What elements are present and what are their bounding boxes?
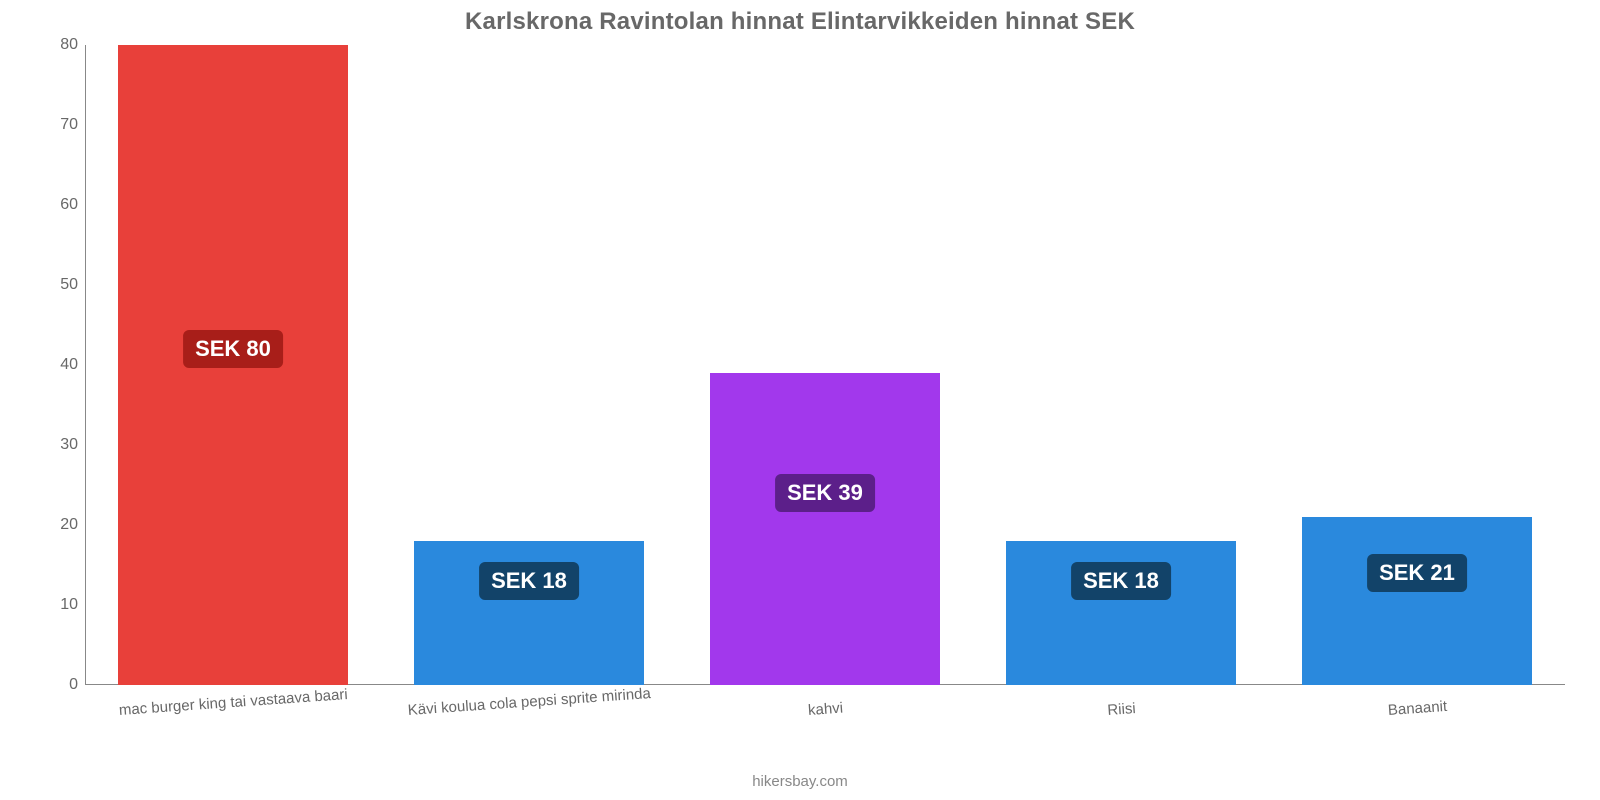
y-tick-label: 0 [30, 676, 78, 694]
y-tick-label: 80 [30, 36, 78, 54]
credit-text: hikersbay.com [0, 773, 1600, 790]
x-tick-label: Kävi koulua cola pepsi sprite mirinda [407, 685, 651, 719]
bar-value-label: SEK 18 [479, 562, 579, 600]
x-tick-label: mac burger king tai vastaava baari [118, 686, 348, 719]
x-tick-label: kahvi [807, 700, 843, 719]
bar-value-label: SEK 18 [1071, 562, 1171, 600]
y-tick-label: 70 [30, 116, 78, 134]
y-tick-label: 60 [30, 196, 78, 214]
y-tick-label: 30 [30, 436, 78, 454]
bar-value-label: SEK 39 [775, 474, 875, 512]
y-tick-label: 40 [30, 356, 78, 374]
x-tick-label: Banaanit [1387, 698, 1447, 719]
bar [1302, 517, 1533, 685]
chart-container: Karlskrona Ravintolan hinnat Elintarvikk… [0, 0, 1600, 800]
x-tick-label: Riisi [1107, 700, 1136, 719]
bar-value-label: SEK 80 [183, 330, 283, 368]
y-tick-label: 20 [30, 516, 78, 534]
y-tick-label: 10 [30, 596, 78, 614]
chart-title: Karlskrona Ravintolan hinnat Elintarvikk… [0, 8, 1600, 36]
y-axis-line [85, 45, 86, 685]
y-tick-label: 50 [30, 276, 78, 294]
plot-area: 01020304050607080SEK 80mac burger king t… [85, 45, 1565, 685]
bar-value-label: SEK 21 [1367, 554, 1467, 592]
bar [710, 373, 941, 685]
